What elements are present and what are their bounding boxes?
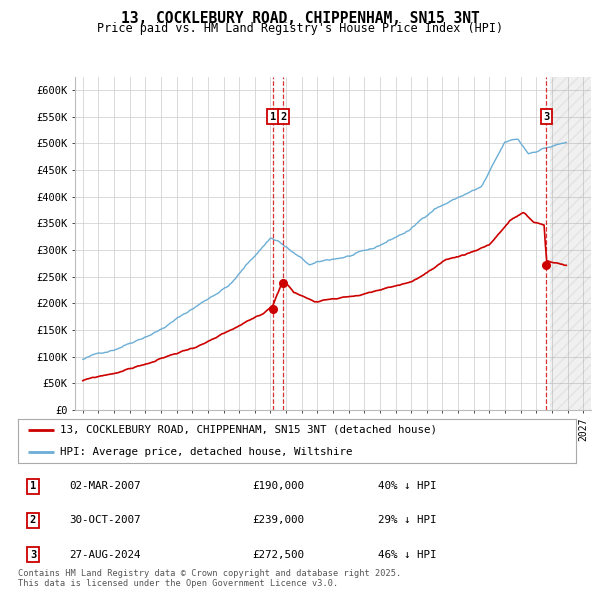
- Text: 13, COCKLEBURY ROAD, CHIPPENHAM, SN15 3NT: 13, COCKLEBURY ROAD, CHIPPENHAM, SN15 3N…: [121, 11, 479, 25]
- Text: 2: 2: [30, 516, 36, 525]
- Bar: [550, 77, 591, 410]
- Text: Contains HM Land Registry data © Crown copyright and database right 2025.
This d: Contains HM Land Registry data © Crown c…: [18, 569, 401, 588]
- Text: 1: 1: [30, 481, 36, 491]
- Text: £190,000: £190,000: [252, 481, 304, 491]
- Text: 3: 3: [544, 112, 550, 122]
- Text: £272,500: £272,500: [252, 550, 304, 559]
- Text: 2: 2: [280, 112, 287, 122]
- Text: 29% ↓ HPI: 29% ↓ HPI: [378, 516, 437, 525]
- Text: £239,000: £239,000: [252, 516, 304, 525]
- Text: HPI: Average price, detached house, Wiltshire: HPI: Average price, detached house, Wilt…: [60, 447, 352, 457]
- Text: 40% ↓ HPI: 40% ↓ HPI: [378, 481, 437, 491]
- Text: 1: 1: [270, 112, 276, 122]
- Text: 13, COCKLEBURY ROAD, CHIPPENHAM, SN15 3NT (detached house): 13, COCKLEBURY ROAD, CHIPPENHAM, SN15 3N…: [60, 425, 437, 434]
- Text: 46% ↓ HPI: 46% ↓ HPI: [378, 550, 437, 559]
- Text: 3: 3: [30, 550, 36, 559]
- Text: 30-OCT-2007: 30-OCT-2007: [69, 516, 140, 525]
- Text: Price paid vs. HM Land Registry's House Price Index (HPI): Price paid vs. HM Land Registry's House …: [97, 22, 503, 35]
- Text: 02-MAR-2007: 02-MAR-2007: [69, 481, 140, 491]
- Text: 27-AUG-2024: 27-AUG-2024: [69, 550, 140, 559]
